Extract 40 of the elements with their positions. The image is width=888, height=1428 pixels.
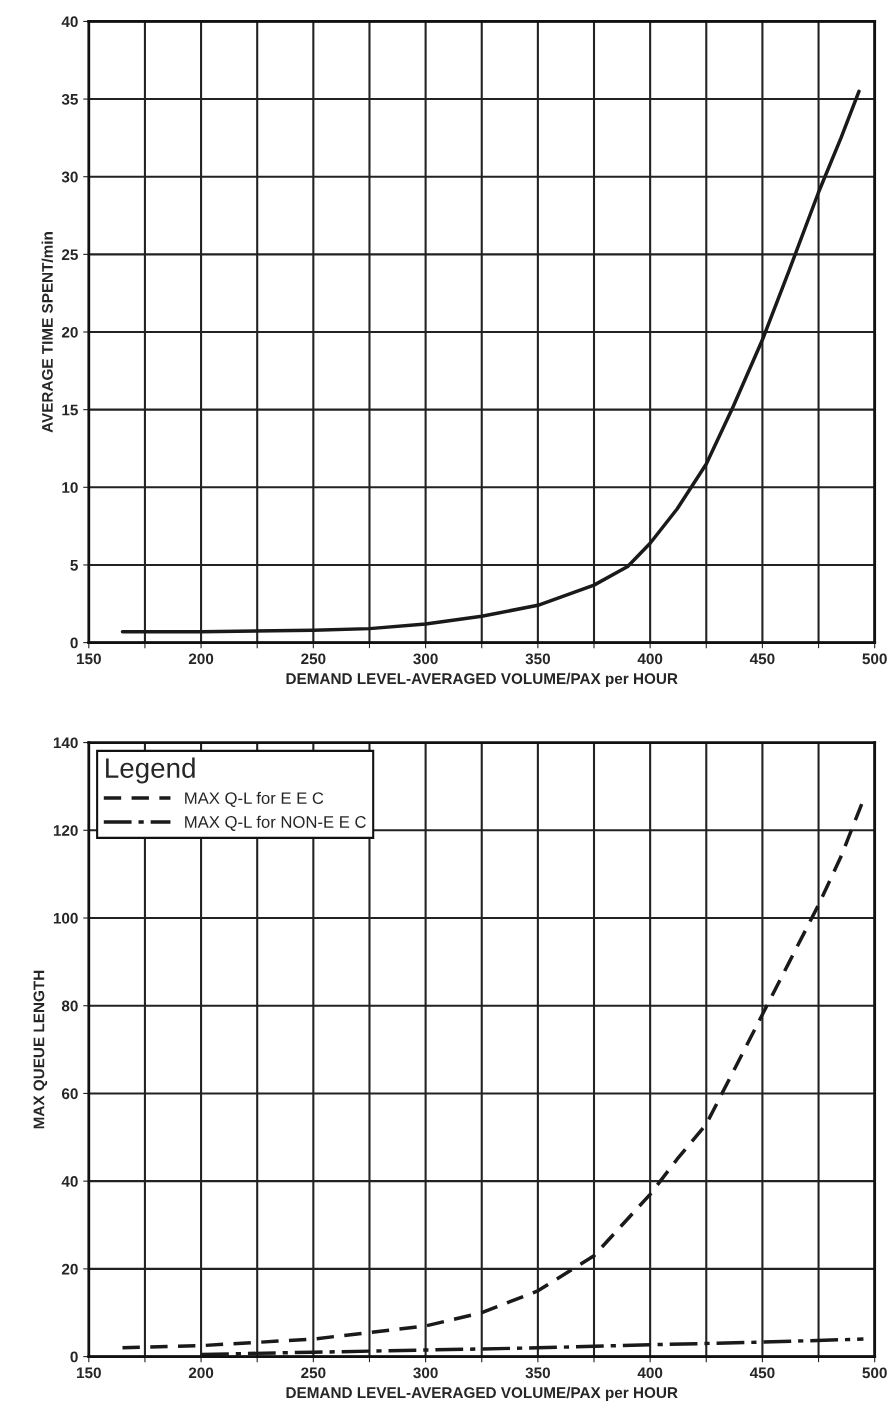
y-tick-label: 25 xyxy=(61,249,78,261)
y-tick-label: 100 xyxy=(53,912,78,924)
x-axis-title: DEMAND LEVEL-AVERAGED VOLUME/PAX per HOUR xyxy=(286,672,678,688)
x-tick-label: 250 xyxy=(301,1367,326,1379)
y-tick-label: 30 xyxy=(61,171,78,183)
x-tick-label: 500 xyxy=(862,1367,887,1379)
legend-label: MAX Q-L for NON-E E C xyxy=(185,815,366,831)
y-tick-label: 140 xyxy=(53,737,78,749)
y-tick-label: 15 xyxy=(62,404,78,416)
x-tick-label: 250 xyxy=(301,653,326,665)
x-tick-label: 300 xyxy=(413,653,438,665)
legend-label: MAX Q-L for E E C xyxy=(185,791,324,808)
x-tick-label: 400 xyxy=(637,1367,663,1379)
y-axis-title: AVERAGE TIME SPENT/min xyxy=(41,232,53,433)
x-tick-label: 450 xyxy=(749,653,775,665)
y-tick-label: 5 xyxy=(70,559,78,571)
x-tick-label: 300 xyxy=(413,1367,438,1379)
y-tick-label: 60 xyxy=(61,1088,78,1100)
x-tick-label: 150 xyxy=(77,653,101,665)
x-axis-title: DEMAND LEVEL-AVERAGED VOLUME/PAX per HOUR xyxy=(286,1386,678,1402)
y-tick-label: 40 xyxy=(61,1176,78,1187)
legend-title: Legend xyxy=(106,757,195,784)
y-tick-label: 120 xyxy=(53,825,78,836)
y-tick-label: 20 xyxy=(61,326,78,338)
x-tick-label: 150 xyxy=(77,1367,101,1379)
x-tick-label: 200 xyxy=(188,653,214,665)
x-tick-label: 400 xyxy=(637,653,663,665)
y-tick-label: 10 xyxy=(62,482,78,493)
y-tick-label: 80 xyxy=(61,1000,78,1012)
x-tick-label: 500 xyxy=(862,653,887,665)
y-tick-label: 35 xyxy=(61,93,78,105)
y-tick-label: 0 xyxy=(70,1351,78,1363)
y-tick-label: 0 xyxy=(70,637,78,649)
x-tick-label: 450 xyxy=(749,1367,775,1379)
x-tick-label: 200 xyxy=(188,1367,214,1379)
y-axis-title: MAX QUEUE LENGTH xyxy=(33,970,48,1129)
y-tick-label: 40 xyxy=(61,16,78,28)
y-tick-label: 20 xyxy=(61,1263,78,1275)
x-tick-label: 350 xyxy=(525,653,550,665)
x-tick-label: 350 xyxy=(525,1367,550,1379)
